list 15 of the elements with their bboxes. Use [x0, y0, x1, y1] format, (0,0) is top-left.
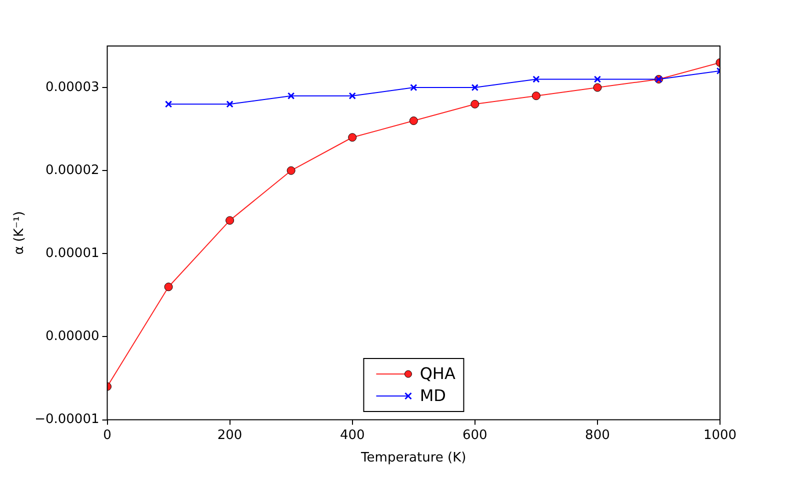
y-axis-title: α (K⁻¹): [12, 211, 28, 255]
x-tick-label: 1000: [703, 428, 737, 443]
y-tick-label: 0.00003: [45, 80, 100, 95]
x-axis-title: Temperature (K): [360, 450, 466, 466]
x-tick-label: 200: [217, 428, 242, 443]
y-tick-label: 0.00001: [45, 246, 100, 262]
legend-label: QHA: [420, 364, 456, 384]
y-tick-label: −0.00001: [34, 412, 100, 428]
x-tick-label: 600: [462, 428, 488, 443]
y-tick-label: 0.00002: [45, 162, 100, 178]
x-tick-label: 800: [585, 428, 610, 443]
x-tick-label: 400: [340, 428, 365, 443]
x-tick-label: 0: [103, 428, 112, 443]
y-tick-label: 0.00000: [45, 329, 100, 344]
legend-label: MD: [420, 386, 446, 406]
